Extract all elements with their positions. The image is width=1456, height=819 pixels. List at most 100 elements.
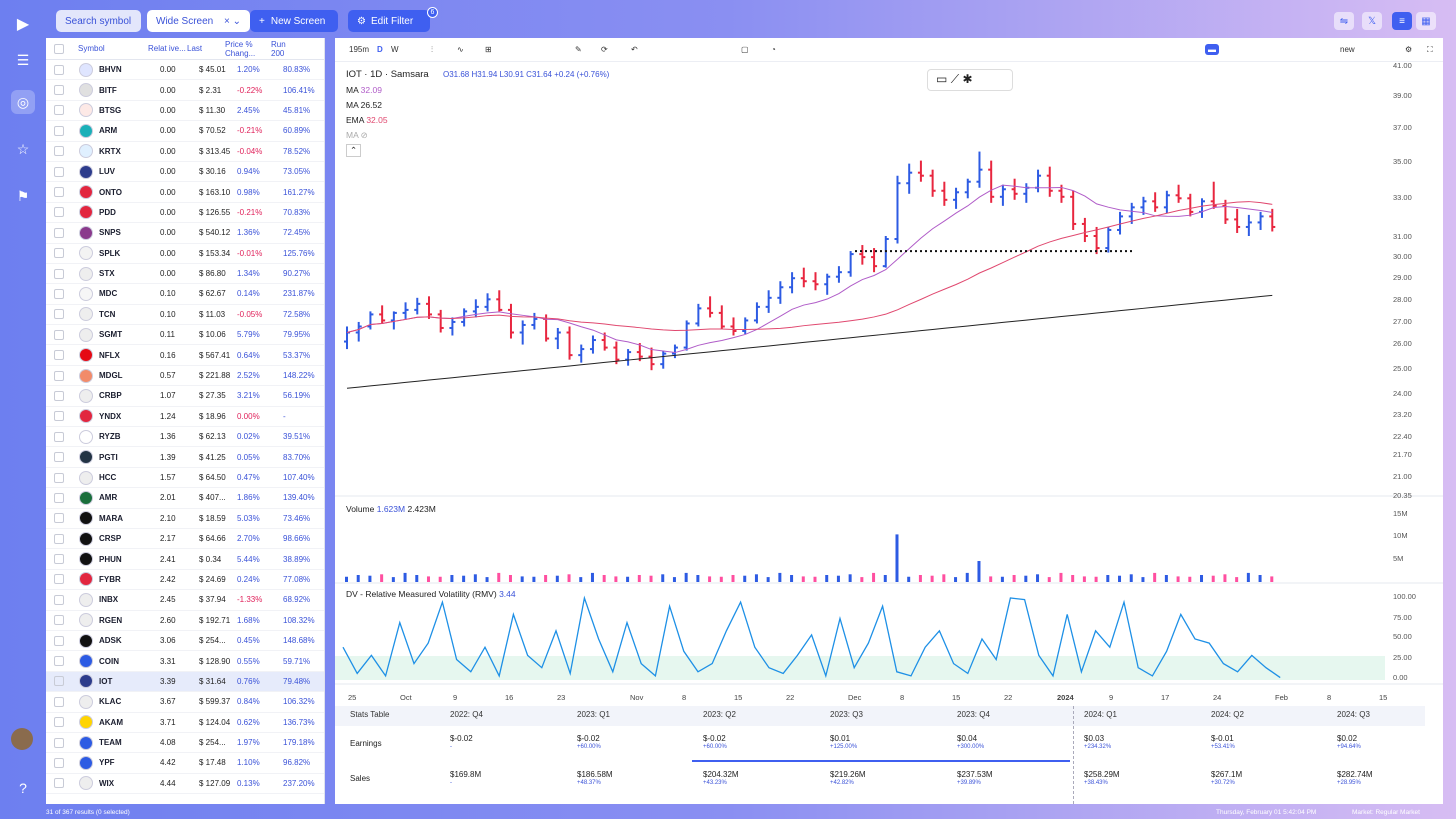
cell-symbol[interactable]: RGEN xyxy=(99,615,123,625)
cell-symbol[interactable]: KLAC xyxy=(99,697,122,707)
row-checkbox[interactable] xyxy=(54,370,64,381)
row-checkbox[interactable] xyxy=(54,554,64,565)
refresh-icon[interactable]: ⟳ xyxy=(601,45,608,54)
line-icon[interactable]: ⟋ xyxy=(950,72,960,86)
row-checkbox[interactable] xyxy=(54,146,64,157)
cell-symbol[interactable]: AKAM xyxy=(99,717,123,727)
header-run[interactable]: Run 200 xyxy=(271,39,286,58)
row-checkbox[interactable] xyxy=(54,513,64,524)
cell-symbol[interactable]: STX xyxy=(99,269,115,279)
row-checkbox[interactable] xyxy=(54,207,64,218)
row-checkbox[interactable] xyxy=(54,615,64,626)
bar-style-icon[interactable]: ⫶ xyxy=(431,44,433,54)
row-checkbox[interactable] xyxy=(54,187,64,198)
table-row[interactable]: MDC 0.10 $ 62.67 0.14% 231.87% xyxy=(46,284,324,305)
cell-symbol[interactable]: SGMT xyxy=(99,330,123,340)
cell-symbol[interactable]: MDC xyxy=(99,289,118,299)
table-row[interactable]: ARM 0.00 $ 70.52 -0.21% 60.89% xyxy=(46,121,324,142)
table-row[interactable]: STX 0.00 $ 86.80 1.34% 90.27% xyxy=(46,264,324,285)
table-row[interactable]: IOT 3.39 $ 31.64 0.76% 79.48% xyxy=(46,671,324,693)
select-all-checkbox[interactable] xyxy=(54,43,64,54)
row-checkbox[interactable] xyxy=(54,350,64,361)
cell-symbol[interactable]: BITF xyxy=(99,85,117,95)
table-row[interactable]: MARA 2.10 $ 18.59 5.03% 73.46% xyxy=(46,509,324,529)
table-row[interactable]: YPF 4.42 $ 17.48 1.10% 96.82% xyxy=(46,753,324,774)
cell-symbol[interactable]: ARM xyxy=(99,126,118,136)
star-icon[interactable]: ☆ xyxy=(16,140,30,157)
row-checkbox[interactable] xyxy=(54,105,64,116)
row-checkbox[interactable] xyxy=(54,778,64,789)
comment-icon[interactable]: ▭ xyxy=(936,72,948,86)
undo-icon[interactable]: ↶ xyxy=(631,45,638,54)
row-checkbox[interactable] xyxy=(54,757,64,768)
cell-symbol[interactable]: SNPS xyxy=(99,228,121,238)
cell-symbol[interactable]: ADSK xyxy=(99,636,122,646)
eye-off-icon[interactable]: ⊘ xyxy=(360,130,368,140)
cell-symbol[interactable]: WIX xyxy=(99,778,115,788)
edit-filter-button[interactable]: ⚙ Edit Filter xyxy=(348,10,430,32)
row-checkbox[interactable] xyxy=(54,248,64,259)
row-checkbox[interactable] xyxy=(54,431,64,442)
chart-mode-icon[interactable]: ▬ xyxy=(1205,44,1219,55)
table-row[interactable]: YNDX 1.24 $ 18.96 0.00% - xyxy=(46,407,324,428)
screener-icon[interactable]: ◎ xyxy=(11,90,35,114)
table-row[interactable]: NFLX 0.16 $ 567.41 0.64% 53.37% xyxy=(46,345,324,366)
cell-symbol[interactable]: TCN xyxy=(99,309,116,319)
row-checkbox[interactable] xyxy=(54,717,64,728)
header-relative[interactable]: Relat ive... xyxy=(148,44,186,53)
cell-symbol[interactable]: LUV xyxy=(99,167,115,177)
cell-symbol[interactable]: PDD xyxy=(99,207,116,217)
row-checkbox[interactable] xyxy=(54,227,64,238)
table-row[interactable]: PHUN 2.41 $ 0.34 5.44% 38.89% xyxy=(46,549,324,570)
header-symbol[interactable]: Symbol xyxy=(78,44,105,53)
cell-symbol[interactable]: MARA xyxy=(99,513,123,523)
table-row[interactable]: TCN 0.10 $ 11.03 -0.05% 72.58% xyxy=(46,305,324,326)
cell-symbol[interactable]: BHVN xyxy=(99,65,122,75)
row-checkbox[interactable] xyxy=(54,452,64,463)
row-checkbox[interactable] xyxy=(54,656,64,667)
header-price[interactable]: Last xyxy=(187,44,203,53)
row-checkbox[interactable] xyxy=(54,390,64,401)
table-row[interactable]: LUV 0.00 $ 30.16 0.94% 73.05% xyxy=(46,162,324,183)
avatar[interactable] xyxy=(11,728,33,750)
row-checkbox[interactable] xyxy=(54,309,64,320)
row-checkbox[interactable] xyxy=(54,288,64,299)
table-row[interactable]: SGMT 0.11 $ 10.06 5.79% 79.95% xyxy=(46,325,324,346)
logo-icon[interactable]: ▶ xyxy=(16,16,30,33)
table-row[interactable]: KLAC 3.67 $ 599.37 0.84% 106.32% xyxy=(46,692,324,713)
table-row[interactable]: PGTI 1.39 $ 41.25 0.05% 83.70% xyxy=(46,447,324,468)
cell-symbol[interactable]: AMR xyxy=(99,493,118,503)
cell-symbol[interactable]: SPLK xyxy=(99,248,121,258)
interval-195m[interactable]: 195m xyxy=(349,45,370,54)
cell-symbol[interactable]: IOT xyxy=(99,676,113,686)
list-view-icon[interactable]: ≡ xyxy=(1392,12,1412,30)
cell-symbol[interactable]: HCC xyxy=(99,473,117,482)
table-row[interactable]: FYBR 2.42 $ 24.69 0.24% 77.08% xyxy=(46,570,324,591)
table-row[interactable]: KRTX 0.00 $ 313.45 -0.04% 78.52% xyxy=(46,142,324,162)
table-row[interactable]: WIX 4.44 $ 127.09 0.13% 237.20% xyxy=(46,774,324,795)
menu-icon[interactable]: ☰ xyxy=(16,51,30,68)
table-row[interactable]: INBX 2.45 $ 37.94 -1.33% 68.92% xyxy=(46,590,324,611)
screen-selector[interactable]: Wide Screen × ⌄ xyxy=(147,10,250,32)
fullscreen-icon[interactable]: ⛶ xyxy=(1427,44,1433,54)
cell-symbol[interactable]: FYBR xyxy=(99,574,121,584)
x-icon[interactable]: 𝕏 xyxy=(1362,12,1382,30)
row-checkbox[interactable] xyxy=(54,329,64,340)
row-checkbox[interactable] xyxy=(54,472,64,483)
table-row[interactable]: BTSG 0.00 $ 11.30 2.45% 45.81% xyxy=(46,101,324,122)
draw-tool-icon[interactable]: ✱ xyxy=(962,72,973,86)
cell-symbol[interactable]: TEAM xyxy=(99,738,122,748)
cell-symbol[interactable]: PGTI xyxy=(99,452,118,462)
table-row[interactable]: COIN 3.31 $ 128.90 0.55% 59.71% xyxy=(46,651,324,672)
row-checkbox[interactable] xyxy=(54,594,64,605)
flag-icon[interactable]: ⚑ xyxy=(16,187,30,204)
row-checkbox[interactable] xyxy=(54,696,64,707)
cell-symbol[interactable]: ONTO xyxy=(99,187,122,197)
new-screen-button[interactable]: + New Screen xyxy=(250,10,338,32)
table-row[interactable]: PDD 0.00 $ 126.55 -0.21% 70.83% xyxy=(46,203,324,224)
row-checkbox[interactable] xyxy=(54,166,64,177)
close-icon[interactable]: × ⌄ xyxy=(224,15,241,27)
help-icon[interactable]: ? xyxy=(19,780,27,796)
alert-icon[interactable]: ◔ xyxy=(771,45,776,54)
price-chart[interactable]: 41.00 39.00 37.00 35.00 33.00 31.00 30.00 29.00… xyxy=(335,38,1443,706)
